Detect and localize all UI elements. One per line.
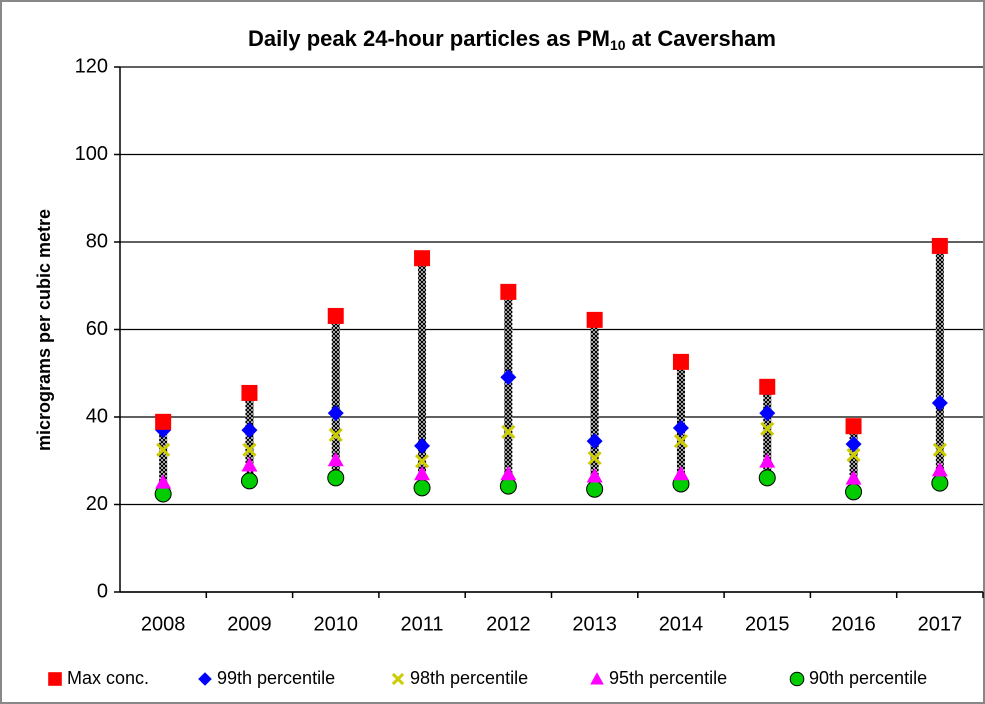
x-tick-label: 2008 xyxy=(141,613,186,635)
marker xyxy=(586,480,604,498)
high-low-line xyxy=(935,245,944,484)
marker xyxy=(931,395,948,411)
y-tick-label: 60 xyxy=(86,318,108,340)
marker xyxy=(328,427,343,442)
marker xyxy=(586,468,603,483)
legend-label: Max conc. xyxy=(67,668,149,688)
x-tick-label: 2011 xyxy=(401,613,444,635)
marker xyxy=(760,421,775,436)
marker xyxy=(672,465,689,481)
marker xyxy=(241,384,258,401)
marker xyxy=(759,378,776,395)
marker xyxy=(758,469,776,487)
marker xyxy=(845,418,862,435)
marker xyxy=(501,424,516,439)
marker xyxy=(327,451,344,467)
marker xyxy=(931,461,948,477)
x-tick-label: 2012 xyxy=(486,613,531,635)
legend-label: 90th percentile xyxy=(809,668,927,688)
marker xyxy=(759,405,776,422)
x-tick-label: 2017 xyxy=(918,613,963,635)
marker xyxy=(413,479,431,497)
x-tick-label: 2009 xyxy=(227,613,272,635)
marker xyxy=(155,474,172,489)
marker xyxy=(759,453,776,468)
marker xyxy=(500,283,517,300)
marker xyxy=(500,369,517,386)
high-low-line xyxy=(763,386,772,478)
x-tick-label: 2013 xyxy=(572,613,617,635)
marker xyxy=(500,465,517,481)
marker xyxy=(590,672,604,685)
y-tick-label: 0 xyxy=(97,580,108,602)
y-axis-label: micrograms per cubic metre xyxy=(34,209,54,451)
y-tick-label: 100 xyxy=(75,143,108,165)
marker xyxy=(414,250,431,267)
high-low-line xyxy=(590,319,599,490)
y-tick-label: 80 xyxy=(86,230,108,252)
marker xyxy=(499,477,517,495)
marker xyxy=(586,433,603,450)
legend-label: 98th percentile xyxy=(410,668,528,688)
x-tick-label: 2014 xyxy=(659,613,704,635)
chart-title: Daily peak 24-hour particles as PM10 at … xyxy=(248,26,776,53)
marker xyxy=(327,469,345,487)
marker xyxy=(932,442,947,457)
marker xyxy=(845,436,862,453)
y-tick-label: 40 xyxy=(86,405,108,427)
marker xyxy=(845,483,863,501)
marker xyxy=(931,474,949,492)
high-low-line xyxy=(504,291,513,487)
y-tick-label: 120 xyxy=(75,55,108,77)
marker xyxy=(198,672,212,686)
marker xyxy=(587,451,602,466)
marker xyxy=(242,442,257,457)
x-tick-label: 2016 xyxy=(831,613,876,635)
marker xyxy=(414,437,431,454)
marker xyxy=(931,237,948,254)
legend-label: 95th percentile xyxy=(609,668,727,688)
marker xyxy=(391,672,405,686)
marker xyxy=(672,353,689,370)
marker xyxy=(845,470,862,485)
marker xyxy=(241,422,258,439)
marker xyxy=(156,442,171,457)
marker xyxy=(846,448,861,463)
marker xyxy=(414,465,431,481)
marker xyxy=(327,307,344,324)
marker xyxy=(789,671,805,687)
marker xyxy=(586,311,603,328)
high-low-line xyxy=(418,258,427,488)
marker xyxy=(48,672,62,686)
marker xyxy=(414,454,430,469)
legend-label: 99th percentile xyxy=(217,668,335,688)
marker xyxy=(241,457,258,472)
high-low-line xyxy=(849,426,858,492)
marker xyxy=(155,413,172,430)
high-low-line xyxy=(331,315,340,478)
x-tick-label: 2010 xyxy=(314,613,359,635)
high-low-line xyxy=(159,421,168,494)
marker xyxy=(240,472,258,490)
y-tick-label: 20 xyxy=(86,493,108,515)
marker xyxy=(327,405,344,422)
marker xyxy=(673,434,689,449)
x-tick-label: 2015 xyxy=(745,613,790,635)
marker xyxy=(672,419,689,436)
